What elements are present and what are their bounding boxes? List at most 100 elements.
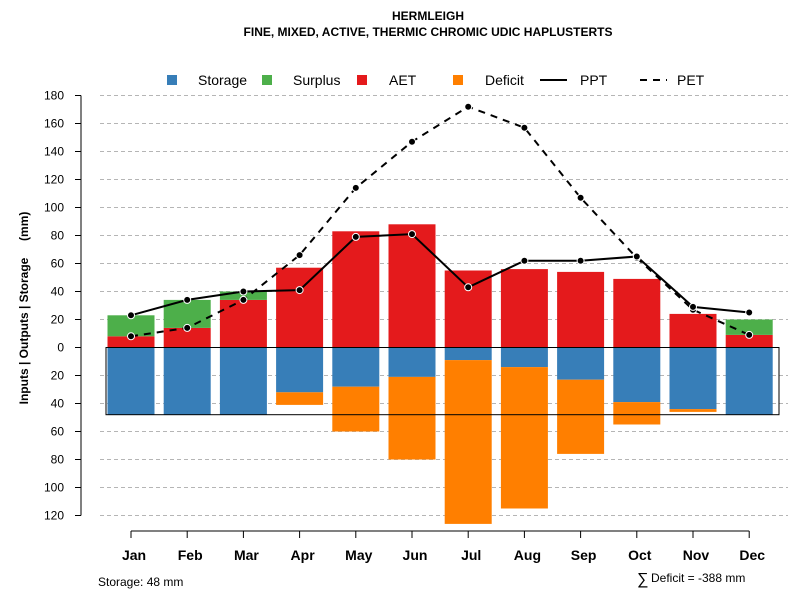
pet-point-jul	[464, 102, 473, 111]
x-tick-label-dec: Dec	[739, 547, 765, 563]
ppt-line	[130, 233, 750, 317]
bar-deficit-jun	[388, 376, 436, 460]
bar-deficit-sep	[557, 379, 605, 454]
legend: Storage Surplus AET Deficit PPT PET	[167, 72, 705, 88]
legend-label-pet: PET	[677, 72, 705, 88]
ppt-point-oct	[632, 252, 641, 261]
storage-capacity-box	[105, 347, 780, 416]
legend-swatch-deficit	[453, 75, 463, 85]
bar-storage-mar	[219, 347, 267, 415]
ppt-point-jul	[464, 283, 473, 292]
pet-line	[130, 105, 750, 338]
bar-storage-jan	[107, 347, 155, 415]
y-tick-label: 120	[44, 173, 64, 187]
storage-footnote: Storage: 48 mm	[98, 575, 183, 589]
x-tick-label-apr: Apr	[291, 547, 316, 563]
x-tick-label-sep: Sep	[571, 547, 597, 563]
pet-point-sep	[576, 193, 585, 202]
x-axis: Jan Feb Mar Apr May Jun Jul Aug Sep Oct Nov Dec	[122, 530, 765, 563]
pet-point-jun	[408, 137, 416, 146]
chart-subtitle: FINE, MIXED, ACTIVE, THERMIC CHROMIC UDI…	[244, 25, 613, 39]
bar-deficit-apr	[276, 392, 324, 405]
ppt-point-apr	[295, 286, 304, 295]
ppt-point-mar	[239, 287, 248, 296]
pet-point-jan	[127, 332, 135, 341]
bar-deficit-nov	[669, 409, 717, 412]
bar-aet-mar	[219, 299, 267, 348]
ppt-point-jan	[127, 311, 135, 320]
bar-storage-apr	[276, 347, 324, 393]
pet-point-feb	[183, 323, 192, 332]
y-tick-label: 0	[57, 341, 64, 355]
x-tick-label-jun: Jun	[403, 547, 428, 563]
x-tick-label-may: May	[345, 547, 372, 563]
bar-storage-feb	[163, 347, 211, 415]
bar-aet-aug	[500, 269, 548, 348]
bar-storage-aug	[500, 347, 548, 368]
ppt-point-sep	[576, 256, 585, 265]
bar-deficit-aug	[500, 367, 548, 509]
bar-aet-nov	[669, 313, 717, 348]
bar-storage-may	[332, 347, 380, 387]
y-tick-label: 40	[51, 285, 65, 299]
legend-label-surplus: Surplus	[293, 72, 340, 88]
bar-aet-feb	[163, 327, 211, 348]
bar-aet-sep	[557, 271, 605, 348]
y-axis-label: Inputs | Outputs | Storage (mm)	[17, 212, 31, 405]
y-tick-label: 80	[51, 453, 65, 467]
legend-label-ppt: PPT	[580, 72, 608, 88]
x-tick-label-nov: Nov	[683, 547, 710, 563]
bar-storage-sep	[557, 347, 605, 380]
ppt-point-aug	[520, 256, 529, 265]
bar-storage-jul	[444, 347, 492, 361]
y-tick-label: 20	[51, 369, 65, 383]
bar-deficit-oct	[613, 402, 661, 425]
x-tick-label-jul: Jul	[461, 547, 481, 563]
bar-aet-jun	[388, 224, 436, 348]
bar-aet-jul	[444, 270, 492, 348]
legend-swatch-aet	[357, 75, 367, 85]
x-tick-label-feb: Feb	[178, 547, 203, 563]
bar-surplus-jan	[107, 315, 155, 337]
bar-aet-oct	[613, 278, 661, 348]
ppt-point-feb	[183, 295, 192, 304]
storage-capacity-outline	[105, 347, 780, 416]
x-tick-label-jan: Jan	[122, 547, 146, 563]
pet-point-apr	[295, 251, 304, 260]
bar-aet-dec	[725, 334, 773, 348]
lines	[127, 102, 754, 341]
bar-storage-oct	[613, 347, 661, 403]
x-tick-label-mar: Mar	[234, 547, 259, 563]
y-tick-label: 80	[51, 229, 65, 243]
y-tick-label: 140	[44, 145, 64, 159]
bar-surplus-mar	[219, 291, 267, 300]
bar-aet-jan	[107, 336, 155, 348]
y-tick-label: 180	[44, 89, 64, 103]
x-tick-label-aug: Aug	[514, 547, 541, 563]
bar-storage-jun	[388, 347, 436, 377]
y-tick-label: 40	[51, 397, 65, 411]
legend-label-deficit: Deficit	[485, 72, 524, 88]
legend-swatch-surplus	[262, 75, 272, 85]
ppt-point-dec	[745, 308, 754, 317]
bar-storage-dec	[725, 347, 773, 415]
bar-deficit-may	[332, 386, 380, 432]
ppt-point-may	[351, 232, 360, 241]
deficit-footnote: Deficit = -388 mm	[651, 571, 745, 585]
ppt-point-jun	[408, 230, 416, 239]
bar-deficit-jul	[444, 360, 492, 524]
y-tick-label: 60	[51, 257, 65, 271]
pet-point-aug	[520, 123, 529, 132]
pet-point-may	[351, 183, 360, 192]
x-tick-label-oct: Oct	[628, 547, 652, 563]
bar-aet-apr	[276, 267, 324, 348]
legend-swatch-storage	[167, 75, 177, 85]
y-tick-label: 60	[51, 425, 65, 439]
y-tick-label: 20	[51, 313, 65, 327]
bar-surplus-dec	[725, 319, 773, 335]
ppt-point-nov	[689, 302, 697, 311]
pet-point-mar	[239, 295, 248, 304]
y-tick-label: 120	[44, 509, 64, 523]
bar-aet-may	[332, 231, 380, 348]
